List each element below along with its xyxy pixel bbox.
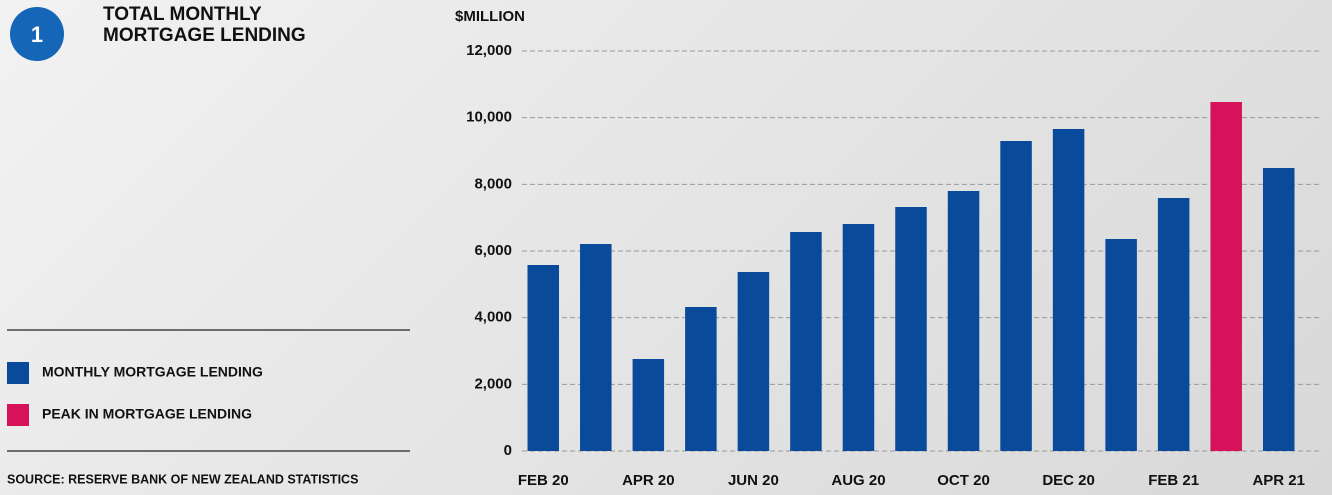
- y-tick-label: 0: [504, 442, 512, 459]
- bar: [527, 265, 560, 451]
- x-tick-label: FEB 21: [1148, 472, 1199, 489]
- bar: [685, 307, 717, 451]
- legend-swatch: [7, 362, 29, 384]
- source: SOURCE: RESERVE BANK OF NEW ZEALAND STAT…: [7, 472, 358, 486]
- y-axis-label: $MILLION: [455, 8, 525, 25]
- bar: [580, 244, 612, 451]
- bar: [1210, 102, 1242, 451]
- bar: [842, 224, 875, 451]
- y-tick-label: 4,000: [474, 309, 512, 326]
- y-tick-label: 8,000: [474, 175, 512, 192]
- bar: [632, 359, 665, 451]
- bar: [790, 232, 822, 451]
- legend-swatch: [7, 404, 29, 426]
- x-tick-label: FEB 20: [518, 472, 569, 489]
- bar: [1000, 141, 1032, 451]
- bar: [1262, 168, 1295, 451]
- bar: [1105, 239, 1137, 451]
- badge: [10, 7, 64, 61]
- x-tick-label: JUN 20: [728, 472, 779, 489]
- legend-label: MONTHLY MORTGAGE LENDING: [42, 364, 263, 380]
- x-tick-label: OCT 20: [937, 472, 990, 489]
- badge-number: 1: [31, 22, 43, 47]
- bar: [947, 191, 980, 451]
- x-tick-label: APR 21: [1252, 472, 1305, 489]
- x-tick-label: APR 20: [622, 472, 675, 489]
- bar: [895, 207, 927, 451]
- chart-title: TOTAL MONTHLY MORTGAGE LENDING: [103, 4, 306, 46]
- y-tick-label: 6,000: [474, 242, 512, 259]
- bar: [1052, 129, 1085, 451]
- legend-label: PEAK IN MORTGAGE LENDING: [42, 406, 252, 422]
- x-tick-label: DEC 20: [1042, 472, 1095, 489]
- y-tick-label: 10,000: [466, 109, 512, 126]
- bar: [737, 272, 770, 451]
- y-tick-label: 2,000: [474, 375, 512, 392]
- y-tick-label: 12,000: [466, 42, 512, 59]
- x-tick-label: AUG 20: [831, 472, 885, 489]
- bar: [1157, 198, 1190, 451]
